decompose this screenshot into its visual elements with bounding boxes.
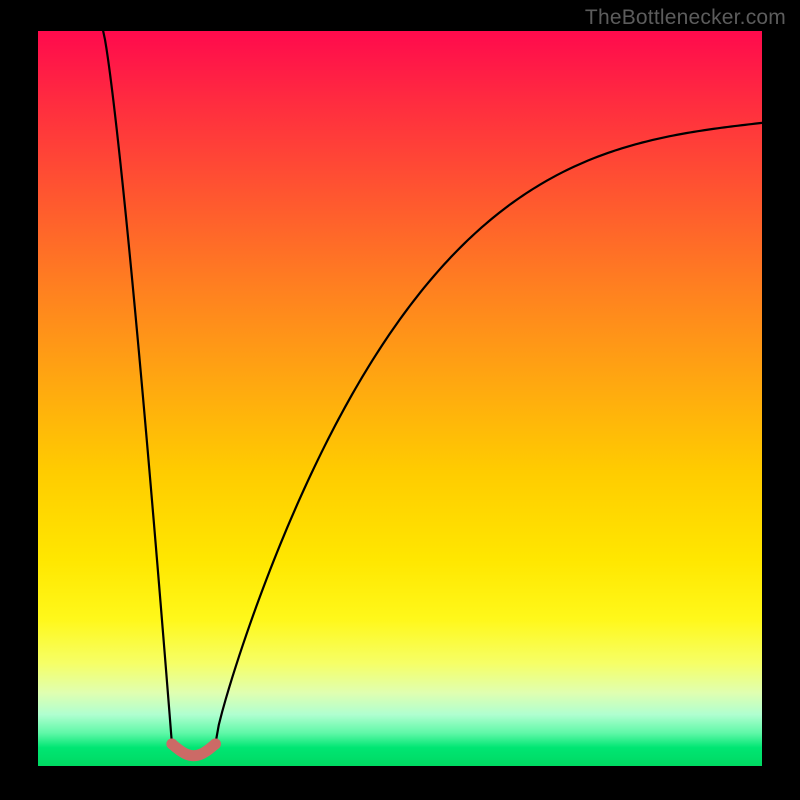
trough-end-left [166,738,177,749]
chart-svg [0,0,800,800]
chart-stage: TheBottlenecker.com [0,0,800,800]
gradient-panel [38,31,762,766]
trough-end-right [210,738,221,749]
attribution-text: TheBottlenecker.com [585,6,786,30]
